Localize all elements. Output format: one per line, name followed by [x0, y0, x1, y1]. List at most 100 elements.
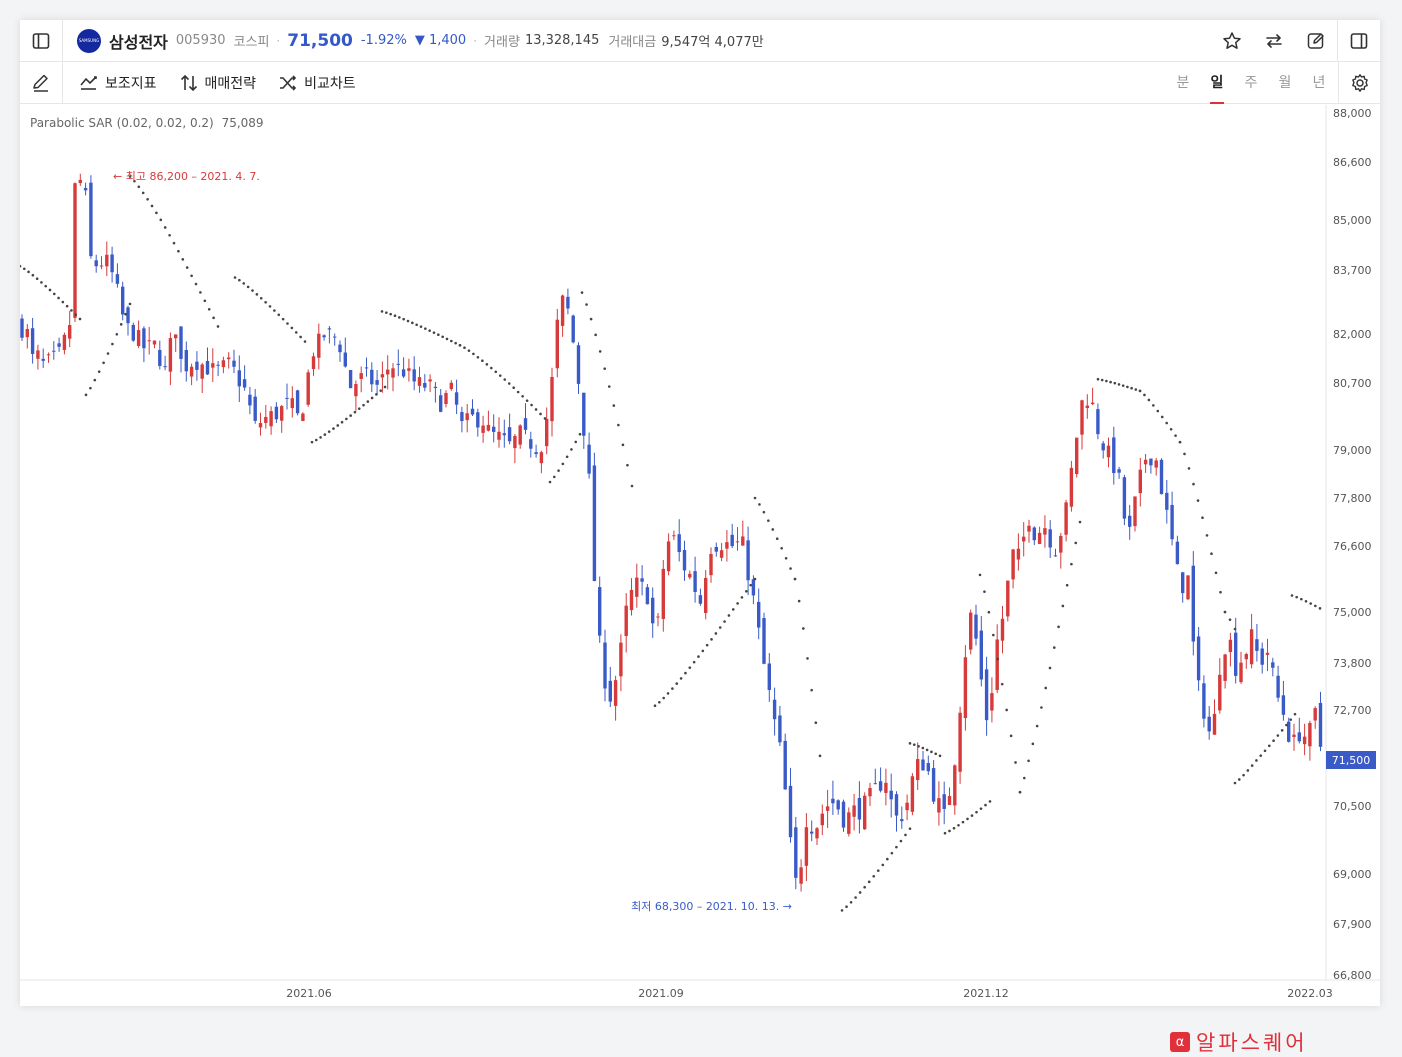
sar-dot: [472, 352, 475, 356]
candle-body: [253, 396, 257, 421]
sar-dot: [1117, 383, 1121, 386]
switch-button[interactable]: [1253, 20, 1295, 62]
sar-dot: [957, 823, 960, 827]
candle-body: [1112, 437, 1116, 474]
edit-icon: [1307, 33, 1324, 49]
candle-body: [651, 597, 655, 624]
sar-dot: [767, 519, 770, 522]
sar-dot: [332, 427, 335, 430]
strategy-button[interactable]: 매매전략: [179, 73, 256, 93]
candle-body: [1075, 437, 1079, 474]
drawing-tool-button[interactable]: [20, 62, 62, 104]
candle-body: [1313, 708, 1317, 721]
sar-dot: [666, 692, 670, 695]
candle-body: [41, 358, 45, 361]
y-tick-label: 86,600: [1333, 156, 1372, 169]
sar-dot: [987, 610, 991, 614]
edit-button[interactable]: [1295, 20, 1337, 62]
x-tick-label: 2021.12: [963, 987, 1009, 1000]
settings-button[interactable]: [1338, 62, 1380, 104]
sar-dot: [1027, 759, 1030, 763]
candle-body: [778, 715, 782, 743]
candle-body: [412, 369, 416, 382]
sar-dot: [150, 204, 154, 208]
indicators-label: 보조지표: [105, 75, 157, 92]
sar-dot: [1048, 666, 1052, 670]
sar-dot: [621, 443, 625, 447]
sar-dot: [48, 288, 52, 292]
sar-dot: [710, 638, 713, 641]
candle-body: [836, 800, 840, 810]
y-tick-label: 75,000: [1333, 606, 1372, 619]
candle-body: [613, 680, 618, 706]
favorite-button[interactable]: [1211, 20, 1253, 62]
compare-button[interactable]: 비교차트: [278, 73, 356, 93]
candle-body: [953, 765, 957, 806]
sar-dot: [20, 264, 22, 268]
candle-body: [502, 433, 506, 436]
sar-dot: [653, 704, 657, 708]
candle-body: [492, 426, 496, 432]
sar-dot: [793, 577, 797, 581]
sidebar-toggle-button[interactable]: [20, 20, 62, 62]
sar-dot: [415, 323, 418, 327]
period-month[interactable]: 월: [1278, 75, 1292, 91]
sar-dot: [290, 326, 294, 330]
price-chart[interactable]: 88,000 86,600 85,000 83,700 82,000 80,700 79,0…: [20, 105, 1380, 1006]
sar-dot: [603, 367, 607, 370]
candle-body: [1175, 541, 1180, 565]
candle-body: [364, 367, 369, 369]
candle-body: [534, 452, 538, 455]
sar-dot: [199, 291, 202, 294]
sar-dots-group: [20, 175, 1322, 912]
right-panel-toggle-button[interactable]: [1338, 20, 1380, 62]
sar-dot: [561, 462, 565, 466]
candle-body: [1191, 565, 1195, 642]
candle-body: [571, 315, 575, 343]
candle-body: [428, 379, 432, 382]
period-year[interactable]: 년: [1312, 75, 1326, 91]
candle-body: [582, 392, 586, 436]
candle-body: [476, 412, 480, 428]
candle-body: [1069, 467, 1074, 507]
sar-dot: [975, 810, 978, 814]
candle-body: [1016, 548, 1021, 560]
x-tick-label: 2021.09: [638, 987, 684, 1000]
sar-dot: [934, 752, 938, 756]
last-price-bg: [1326, 751, 1376, 769]
alphasquare-watermark: α 알파스퀘어: [1170, 1027, 1308, 1057]
period-week[interactable]: 주: [1244, 75, 1258, 91]
sar-dot: [814, 721, 818, 725]
sar-dot: [1005, 708, 1008, 712]
candle-body: [295, 390, 300, 414]
candle-body: [1090, 402, 1095, 405]
sar-dot: [65, 304, 69, 308]
period-day[interactable]: 일: [1200, 62, 1234, 104]
chart-area[interactable]: Parabolic SAR (0.02, 0.02, 0.2) 75,089 8…: [20, 105, 1380, 1055]
period-minute[interactable]: 분: [1176, 75, 1190, 91]
candle-body: [391, 368, 395, 378]
sar-dot: [1293, 712, 1297, 716]
sar-dot: [494, 370, 498, 374]
sar-dot: [758, 503, 761, 506]
candle-body: [78, 179, 82, 184]
candle-body: [1287, 721, 1291, 742]
sar-dot: [485, 363, 489, 366]
indicators-button[interactable]: 보조지표: [79, 73, 157, 93]
candle-body: [338, 344, 342, 353]
sar-dot: [111, 342, 114, 346]
candle-body: [110, 254, 114, 273]
amount-label: 거래대금: [608, 35, 657, 50]
sar-dot: [740, 596, 744, 599]
candle-body: [555, 319, 559, 369]
candle-body: [449, 382, 453, 390]
candle-body: [343, 352, 347, 367]
sar-dot: [701, 649, 705, 653]
sar-dot: [594, 333, 597, 337]
candle-body: [1271, 662, 1275, 668]
candle-body: [1053, 555, 1058, 557]
sar-dot: [718, 626, 722, 629]
buy-sell-arrows-icon: [180, 74, 197, 91]
candle-body: [831, 798, 835, 804]
sar-dot: [424, 327, 427, 330]
